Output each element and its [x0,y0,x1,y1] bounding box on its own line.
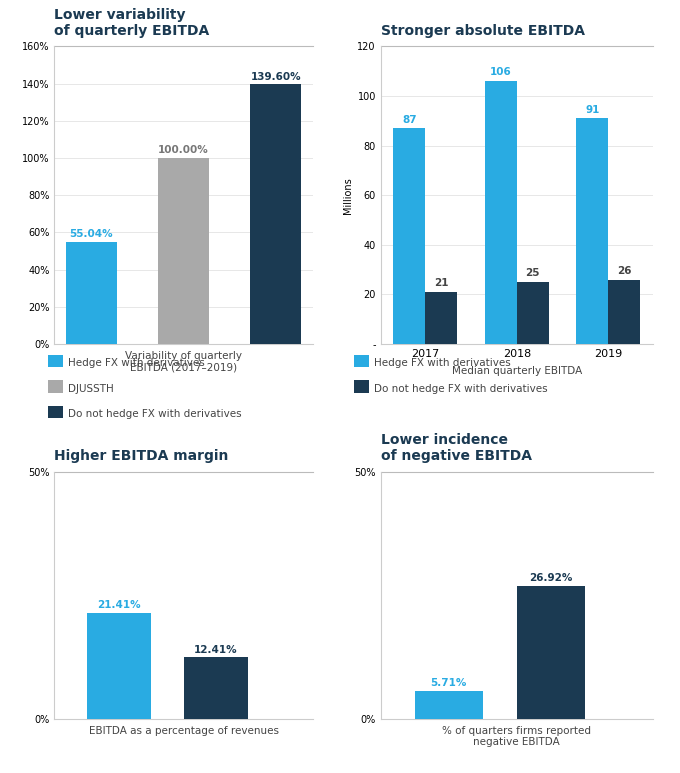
Bar [415,690,483,719]
Bar [577,118,609,344]
X-axis label: EBITDA as a percentage of revenues: EBITDA as a percentage of revenues [88,726,279,736]
Text: Hedge FX with derivatives: Hedge FX with derivatives [68,359,205,368]
Text: 12.41%: 12.41% [194,645,238,655]
Text: Stronger absolute EBITDA: Stronger absolute EBITDA [381,24,585,39]
Text: Hedge FX with derivatives: Hedge FX with derivatives [374,359,511,368]
Text: 106: 106 [490,67,511,77]
Text: 5.71%: 5.71% [430,678,467,688]
X-axis label: % of quarters firms reported
negative EBITDA: % of quarters firms reported negative EB… [442,726,592,747]
Bar [485,81,517,344]
Text: Do not hedge FX with derivatives: Do not hedge FX with derivatives [68,410,241,419]
Bar [184,658,248,719]
Text: 139.60%: 139.60% [250,72,301,81]
Bar [393,128,425,344]
Text: Lower variability
of quarterly EBITDA: Lower variability of quarterly EBITDA [54,8,209,39]
Text: Do not hedge FX with derivatives: Do not hedge FX with derivatives [374,384,547,393]
Text: 21.41%: 21.41% [97,601,141,611]
Text: 21: 21 [434,278,449,288]
X-axis label: Median quarterly EBITDA: Median quarterly EBITDA [452,366,582,376]
Text: 26: 26 [617,266,632,276]
Text: 87: 87 [402,114,417,124]
Bar [87,613,151,719]
Bar [250,84,301,344]
Bar [609,280,641,344]
Bar [158,158,209,344]
Bar [425,292,457,344]
Text: 100.00%: 100.00% [158,145,209,155]
Text: 26.92%: 26.92% [529,574,573,584]
Text: Higher EBITDA margin: Higher EBITDA margin [54,449,228,464]
Bar [517,586,585,719]
Bar [517,282,549,344]
Text: 91: 91 [585,104,600,114]
Text: Lower incidence
of negative EBITDA: Lower incidence of negative EBITDA [381,433,532,464]
Text: DJUSSTH: DJUSSTH [68,384,114,393]
Text: 55.04%: 55.04% [69,229,114,239]
Text: 25: 25 [526,268,540,278]
Bar [66,242,117,344]
X-axis label: Variability of quarterly
EBITDA (2017–2019): Variability of quarterly EBITDA (2017–20… [125,351,242,373]
Y-axis label: Millions: Millions [343,177,354,213]
